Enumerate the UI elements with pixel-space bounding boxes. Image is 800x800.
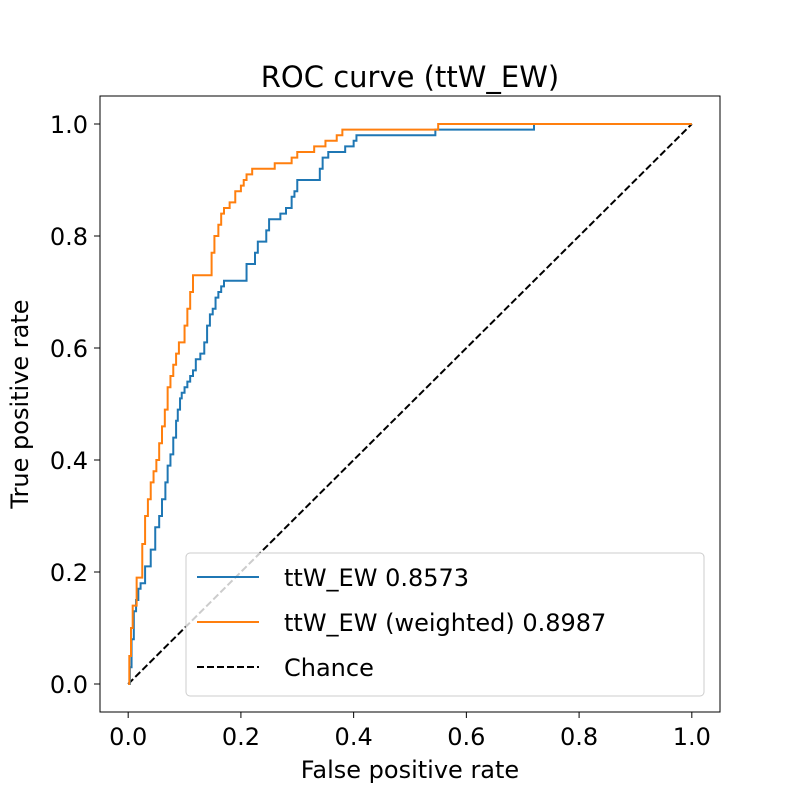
y-tick-label: 0.0 [50,671,88,699]
series-line-ttw-ew-weighted-0-8987 [128,123,692,685]
x-axis: 0.0 0.2 0.4 0.6 0.8 1.0 [109,712,711,751]
x-tick-label: 0.4 [335,723,373,751]
legend: ttW_EW 0.8573 ttW_EW (weighted) 0.8987 C… [185,552,705,697]
x-tick-label: 0.2 [222,723,260,751]
legend-label-ttw-ew: ttW_EW 0.8573 [284,564,469,592]
y-tick-label: 0.6 [50,335,88,363]
y-axis-label: True positive rate [6,299,34,509]
y-tick-label: 0.2 [50,559,88,587]
plot-frame [99,95,721,713]
y-axis: 0.0 0.2 0.4 0.6 0.8 1.0 [50,111,100,699]
y-tick-label: 1.0 [50,111,88,139]
x-axis-label: False positive rate [301,756,519,784]
x-tick-label: 1.0 [673,723,711,751]
legend-label-ttw-ew-weighted: ttW_EW (weighted) 0.8987 [284,609,606,637]
legend-label-chance: Chance [284,654,374,682]
x-tick-label: 0.8 [560,723,598,751]
legend-box [185,552,705,697]
y-tick-label: 0.8 [50,223,88,251]
chart-title: ROC curve (ttW_EW) [261,60,559,94]
x-tick-label: 0.0 [109,723,147,751]
y-tick-label: 0.4 [50,447,88,475]
series-line-ttw-ew-0-8573 [128,123,692,685]
x-tick-label: 0.6 [447,723,485,751]
